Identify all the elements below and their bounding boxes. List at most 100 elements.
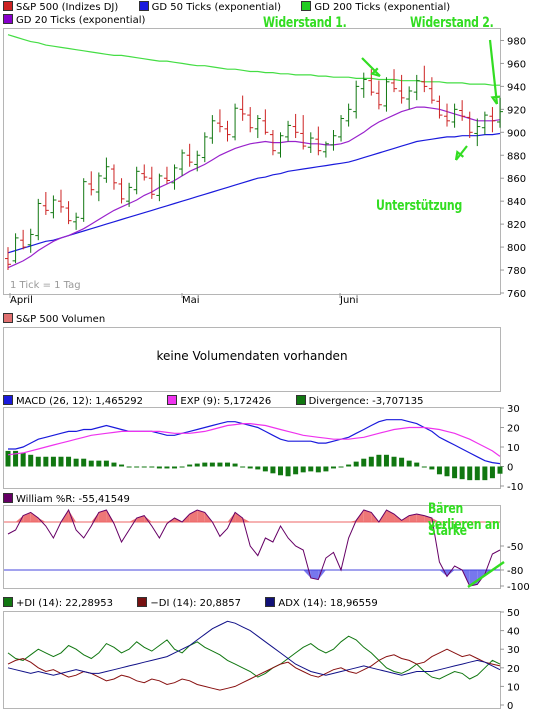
series-line [7,132,501,254]
dmi-legend: +DI (14): 22,28953 −DI (14): 20,8857 ADX… [3,597,378,609]
divergence-bar [277,466,283,476]
legend-minus-di: −DI (14): 20,8857 [150,598,242,609]
overbought-fill [197,510,205,522]
ohlc-bar [413,74,420,101]
divergence-bar [172,466,178,469]
ohlc-bar [345,103,352,127]
overbought-fill [68,510,77,522]
ohlc-bar [224,120,231,142]
divergence-bar [96,460,102,467]
ohlc-bar [428,77,435,104]
y-tick-label: 20 [507,424,520,435]
ohlc-bar [285,120,292,142]
series-line [7,423,501,457]
divergence-bar [368,456,374,467]
ohlc-bar [338,115,345,142]
legend-gd200: GD 200 Ticks (exponential) [314,2,451,13]
divergence-bar [376,454,382,467]
ohlc-bar [481,111,488,135]
y-tick-label: -50 [507,542,523,553]
y-tick-label: -10 [507,482,523,493]
divergence-bar [452,466,458,479]
macd-panel: MACD (26, 12): 1,465292 EXP (9): 5,17242… [0,394,545,493]
divergence-bar [194,463,200,467]
ohlc-bar [451,103,458,128]
divergence-bar [247,466,253,469]
williams-chart: -100 -80 -50 [4,508,530,593]
ohlc-bar [360,72,367,98]
ohlc-bar [353,80,360,119]
ohlc-bar [436,95,443,119]
dmi-chart: 0 10 20 30 40 50 [7,608,520,711]
ohlc-bar [194,150,201,172]
divergence-bar [338,466,344,468]
ohlc-bar [27,228,34,253]
legend-swatch-gd200 [301,1,312,11]
divergence-bar [436,466,442,475]
volume-panel: S&P 500 Volumen keine Volumendaten vorha… [0,312,545,394]
divergence-bar [429,466,435,470]
divergence-bar [179,466,185,468]
divergence-bar [414,462,420,467]
divergence-bar [232,463,238,467]
ohlc-bar [247,107,254,133]
overbought-fill [136,515,145,522]
legend-gd20: GD 20 Ticks (exponential) [16,15,146,26]
divergence-bar [164,466,170,469]
divergence-bar [482,466,488,481]
ohlc-bar [88,171,95,196]
divergence-bar [134,466,140,468]
legend-swatch-divergence [295,395,306,405]
ohlc-bar [186,143,193,167]
divergence-bar [361,458,367,467]
arrow-support [455,145,468,161]
y-tick-label: 0 [507,463,513,474]
ohlc-bar [474,118,481,147]
divergence-bar [293,466,299,475]
arrow-resistance-1-head [370,67,381,78]
series-line [7,34,500,86]
ohlc-bar [307,132,314,153]
ohlc-bar [292,113,299,139]
macd-plot-area [3,407,501,489]
divergence-bar [5,450,11,467]
ohlc-bar [163,166,170,184]
y-tick-label: 0 [507,701,513,711]
divergence-bar [391,456,397,467]
y-tick-label: 40 [507,627,520,638]
ohlc-bar [375,80,382,110]
ohlc-bar [497,97,503,128]
annotation-trend-line [467,561,505,588]
ohlc-bar [103,157,110,183]
divergence-bar [50,456,56,467]
tick-note: 1 Tick = 1 Tag [10,280,81,291]
dmi-panel: +DI (14): 22,28953 −DI (14): 20,8857 ADX… [0,594,545,711]
y-tick-label: 20 [507,664,520,675]
overbought-fill [38,518,46,522]
y-tick-label: -80 [507,566,523,577]
divergence-bar [315,466,321,473]
overbought-fill [416,514,425,522]
annotation-bears-line2: Stärke [428,523,467,539]
oversold-fill [447,570,455,577]
divergence-bar [270,466,276,474]
ohlc-bar [315,126,322,156]
month-label-juni: Juni [340,295,359,306]
arrow-resistance-1 [361,57,381,77]
y-tick-label: 860 [507,174,526,185]
annotation-bears-line1: Bären verlieren an [428,501,500,533]
y-tick-label: 10 [507,443,520,454]
divergence-bar [88,460,94,467]
divergence-bar [66,456,72,467]
ohlc-bar [148,166,155,199]
y-tick-label: 920 [507,105,526,116]
ohlc-bar [322,141,329,158]
divergence-bar [300,466,306,473]
ohlc-bar [110,164,117,190]
divergence-bar [35,456,41,467]
ohlc-bar [466,111,473,139]
ohlc-bar [95,172,102,202]
divergence-bar [406,460,412,467]
divergence-bar [467,466,473,481]
divergence-bar [262,466,268,472]
